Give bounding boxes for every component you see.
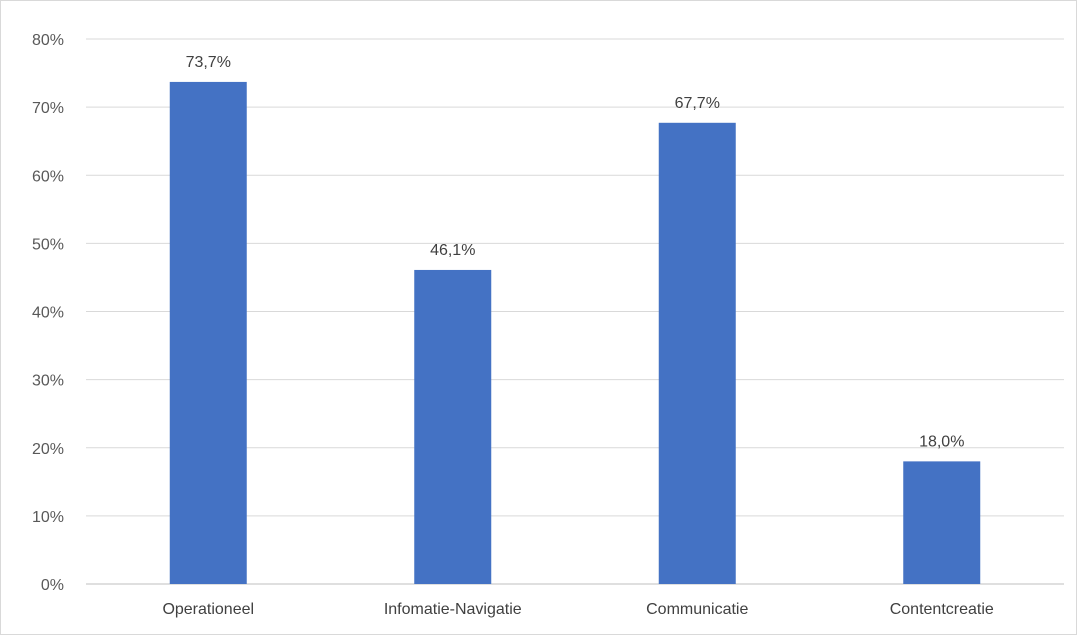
bar bbox=[903, 461, 981, 584]
data-label: 73,7% bbox=[186, 54, 231, 71]
y-tick-label: 50% bbox=[32, 236, 64, 253]
y-tick-label: 30% bbox=[32, 373, 64, 390]
y-tick-label: 80% bbox=[32, 32, 64, 49]
x-category-label: Operationeel bbox=[162, 601, 254, 618]
data-label: 67,7% bbox=[675, 95, 720, 112]
x-category-label: Infomatie-Navigatie bbox=[384, 601, 522, 618]
data-label: 18,0% bbox=[919, 433, 964, 450]
x-category-label: Contentcreatie bbox=[890, 601, 994, 618]
y-tick-label: 60% bbox=[32, 168, 64, 185]
y-tick-label: 20% bbox=[32, 441, 64, 458]
y-tick-label: 40% bbox=[32, 305, 64, 322]
y-tick-label: 70% bbox=[32, 100, 64, 117]
bar bbox=[658, 122, 736, 584]
bar bbox=[414, 269, 492, 584]
x-category-label: Communicatie bbox=[646, 601, 748, 618]
y-tick-label: 0% bbox=[41, 577, 64, 594]
bar bbox=[169, 81, 247, 584]
data-label: 46,1% bbox=[430, 242, 475, 259]
y-tick-label: 10% bbox=[32, 509, 64, 526]
